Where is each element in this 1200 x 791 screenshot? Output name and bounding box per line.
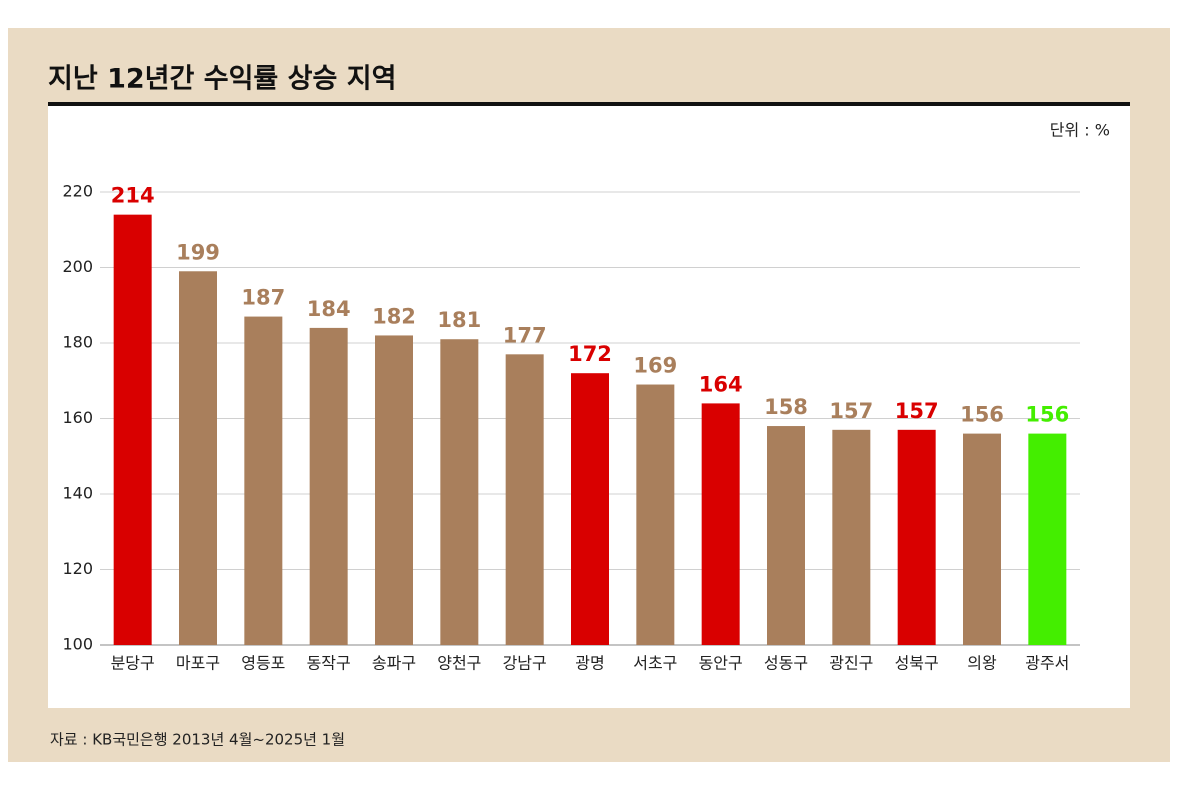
unit-label: 단위 : % [1050, 121, 1110, 140]
x-tick-label: 광명 [575, 654, 604, 673]
value-label: 169 [633, 354, 677, 378]
value-label: 182 [372, 304, 416, 328]
bar [375, 335, 413, 645]
bar [571, 373, 609, 645]
bar [832, 429, 871, 645]
value-label: 184 [307, 297, 351, 321]
bar [309, 327, 348, 645]
x-tick-label: 의왕 [967, 654, 997, 673]
value-label: 156 [960, 403, 1004, 427]
value-label: 172 [568, 342, 612, 366]
x-tick-label: 강남구 [503, 654, 547, 673]
x-tick-label: 광주서 [1025, 654, 1069, 673]
value-label: 158 [764, 395, 808, 419]
y-tick-label: 160 [62, 408, 93, 427]
value-label: 157 [895, 399, 939, 423]
bar [767, 426, 805, 645]
bar [1028, 433, 1067, 645]
x-tick-label: 양천구 [437, 654, 481, 673]
x-tick-label: 동안구 [699, 654, 743, 673]
value-label: 187 [241, 286, 285, 310]
x-tick-label: 성동구 [764, 654, 808, 673]
y-tick-label: 120 [62, 559, 93, 578]
x-tick-label: 송파구 [372, 654, 416, 673]
x-tick-label: 영등포 [241, 654, 285, 673]
y-tick-label: 100 [62, 635, 93, 654]
bar [701, 403, 740, 645]
bar [636, 384, 675, 645]
bar [113, 214, 152, 645]
value-label: 157 [829, 399, 873, 423]
y-tick-label: 180 [62, 333, 93, 352]
x-tick-label: 분당구 [111, 654, 155, 673]
value-label: 214 [111, 184, 155, 208]
x-tick-label: 동작구 [307, 654, 351, 673]
bar [897, 429, 936, 645]
y-tick-label: 220 [62, 182, 93, 201]
value-label: 156 [1025, 403, 1069, 427]
x-tick-label: 광진구 [829, 654, 873, 673]
chart-title: 지난 12년간 수익률 상승 지역 [48, 64, 396, 95]
x-tick-label: 성북구 [895, 654, 939, 673]
bar [440, 339, 479, 645]
value-label: 177 [503, 323, 547, 347]
source-note: 자료 : KB국민은행 2013년 4월~2025년 1월 [50, 731, 345, 749]
bar [244, 316, 283, 645]
value-label: 181 [437, 308, 481, 332]
y-tick-label: 200 [62, 257, 93, 276]
bar [963, 433, 1001, 645]
value-label: 164 [699, 372, 743, 396]
bar [179, 271, 217, 645]
title-rule [48, 102, 1130, 106]
value-label: 199 [176, 240, 220, 264]
x-tick-label: 마포구 [176, 654, 220, 673]
y-tick-label: 140 [62, 484, 93, 503]
x-tick-label: 서초구 [633, 654, 677, 673]
bar [505, 354, 544, 645]
